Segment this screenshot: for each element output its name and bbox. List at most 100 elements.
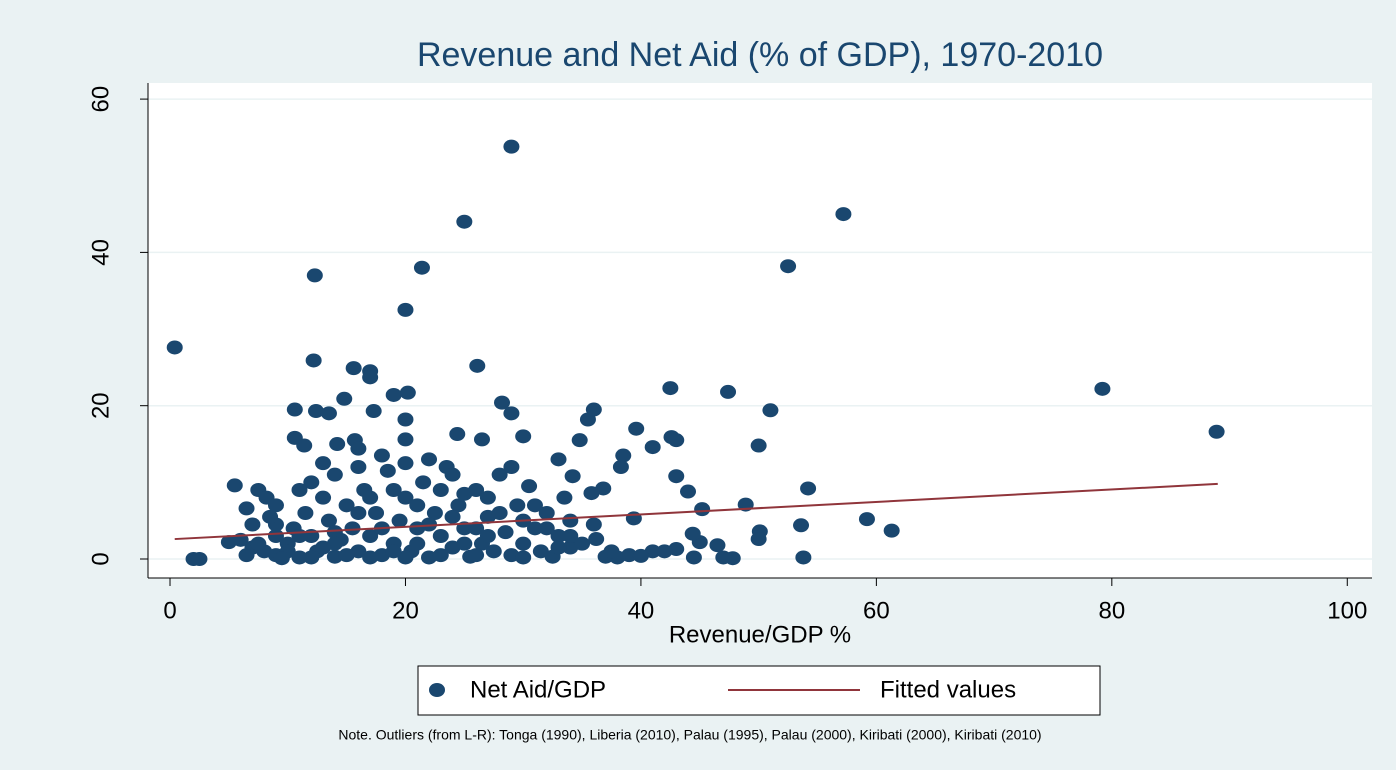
point <box>444 467 461 482</box>
point <box>603 544 620 559</box>
point <box>350 506 367 521</box>
legend-label: Net Aid/GDP <box>470 676 606 703</box>
point <box>444 509 461 524</box>
point <box>315 456 332 471</box>
point <box>338 498 355 513</box>
point <box>379 463 396 478</box>
point <box>521 479 538 494</box>
point <box>306 268 323 283</box>
point <box>344 521 361 536</box>
point <box>307 404 324 419</box>
point <box>250 536 267 551</box>
point <box>391 513 408 528</box>
point <box>303 475 320 490</box>
y-tick-label: 0 <box>87 552 114 565</box>
plot-area <box>148 83 1372 578</box>
point <box>858 512 875 527</box>
point <box>409 536 426 551</box>
point <box>780 259 797 274</box>
point <box>538 521 555 536</box>
point <box>612 460 629 475</box>
point <box>413 260 430 275</box>
point <box>320 513 337 528</box>
point <box>538 506 555 521</box>
fit-line <box>174 482 1218 541</box>
point <box>191 551 208 566</box>
point <box>315 540 332 555</box>
point <box>326 549 343 564</box>
point <box>571 433 588 448</box>
point <box>397 490 414 505</box>
point <box>238 501 255 516</box>
point <box>526 521 543 536</box>
point <box>491 467 508 482</box>
point <box>585 517 602 532</box>
point <box>336 391 353 406</box>
point <box>456 214 473 229</box>
point <box>432 483 449 498</box>
point <box>305 353 322 368</box>
point <box>720 384 737 399</box>
point <box>680 484 697 499</box>
point <box>399 385 416 400</box>
point <box>397 302 414 317</box>
point <box>550 452 567 467</box>
point <box>793 518 810 533</box>
x-tick-label: 20 <box>392 597 419 624</box>
point <box>262 509 279 524</box>
point <box>166 340 183 355</box>
point <box>588 532 605 547</box>
point <box>267 498 284 513</box>
point <box>656 544 673 559</box>
point <box>583 486 600 501</box>
point <box>469 358 486 373</box>
point <box>750 438 767 453</box>
point <box>320 406 337 421</box>
point <box>456 486 473 501</box>
point <box>368 506 385 521</box>
point <box>286 402 303 417</box>
x-tick-label: 0 <box>163 597 176 624</box>
point <box>632 548 649 563</box>
point <box>883 523 900 538</box>
point <box>762 403 779 418</box>
point <box>397 550 414 565</box>
point <box>362 528 379 543</box>
point <box>297 506 314 521</box>
point <box>1208 424 1225 439</box>
point <box>296 438 313 453</box>
point <box>291 528 308 543</box>
point <box>562 528 579 543</box>
point <box>365 404 382 419</box>
point <box>515 429 532 444</box>
point <box>684 526 701 541</box>
x-tick-label: 60 <box>863 597 890 624</box>
x-tick-label: 40 <box>628 597 655 624</box>
point <box>494 395 511 410</box>
point <box>835 207 852 222</box>
point <box>432 548 449 563</box>
point <box>724 551 741 566</box>
y-tick-label: 40 <box>87 239 114 266</box>
point <box>625 511 642 526</box>
point <box>644 440 661 455</box>
point <box>315 490 332 505</box>
point <box>503 406 520 421</box>
point <box>485 544 502 559</box>
point <box>426 506 443 521</box>
point <box>226 478 243 493</box>
point <box>385 483 402 498</box>
point <box>291 550 308 565</box>
point <box>532 544 549 559</box>
point <box>694 502 711 517</box>
point <box>397 432 414 447</box>
point <box>550 528 567 543</box>
point <box>497 525 514 540</box>
point <box>526 498 543 513</box>
point <box>668 469 685 484</box>
point <box>362 550 379 565</box>
point <box>628 421 645 436</box>
point <box>326 525 343 540</box>
point <box>795 550 812 565</box>
